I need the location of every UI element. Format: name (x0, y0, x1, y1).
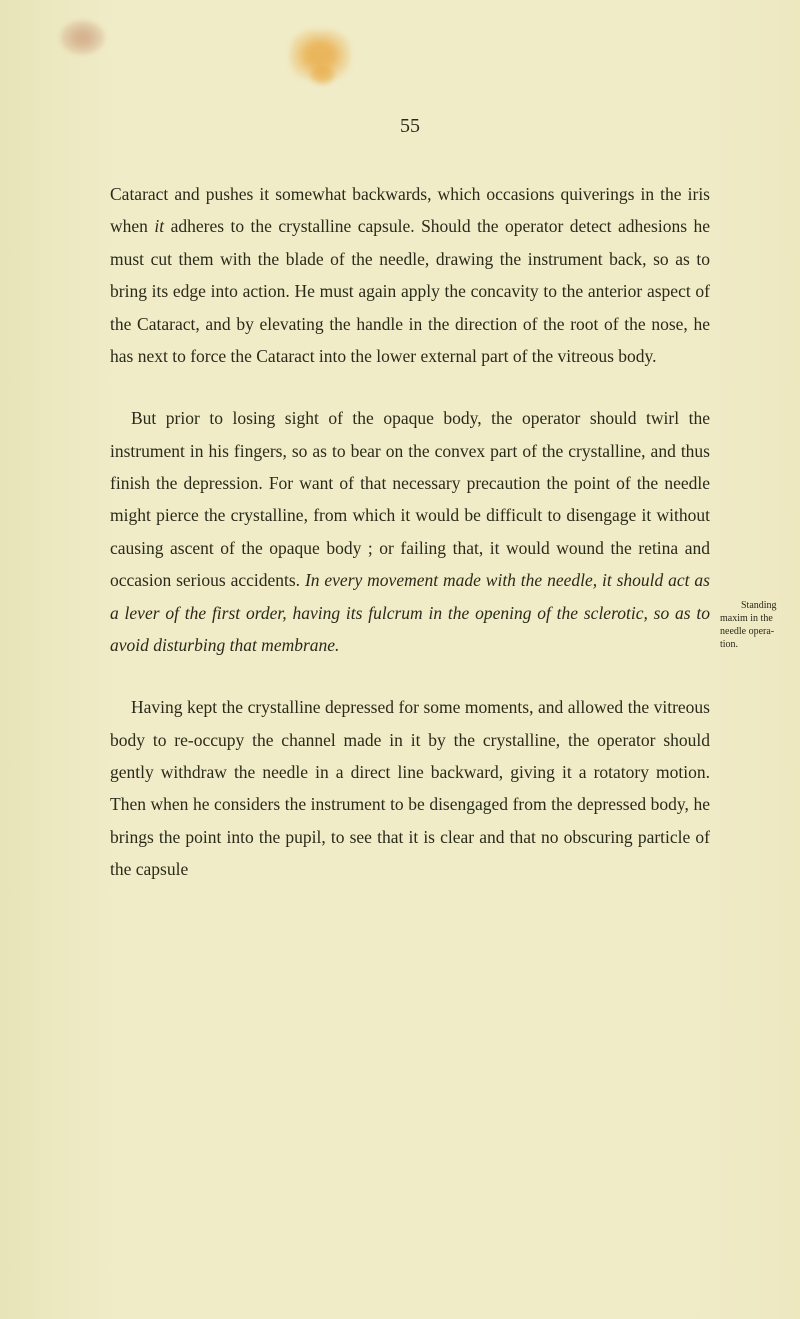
paragraph-2: But prior to losing sight of the opaque … (110, 402, 710, 661)
paragraph-2-text-1: But prior to losing sight of the opaque … (110, 408, 710, 590)
paragraph-1-text-2: adheres to the crystalline capsule. Shou… (110, 216, 710, 366)
paragraph-1: Cataract and pushes it somewhat backward… (110, 178, 710, 372)
page-stain-orange-small (310, 65, 335, 85)
page-number: 55 (110, 115, 710, 138)
page-stain-red (60, 20, 105, 55)
paragraph-3: Having kept the crystalline depressed fo… (110, 691, 710, 885)
margin-note-standing-maxim: Standing maxim in the needle opera-tion. (720, 599, 780, 651)
paragraph-1-italic-it: it (154, 216, 164, 236)
paragraph-3-text: Having kept the crystalline depressed fo… (110, 697, 710, 879)
